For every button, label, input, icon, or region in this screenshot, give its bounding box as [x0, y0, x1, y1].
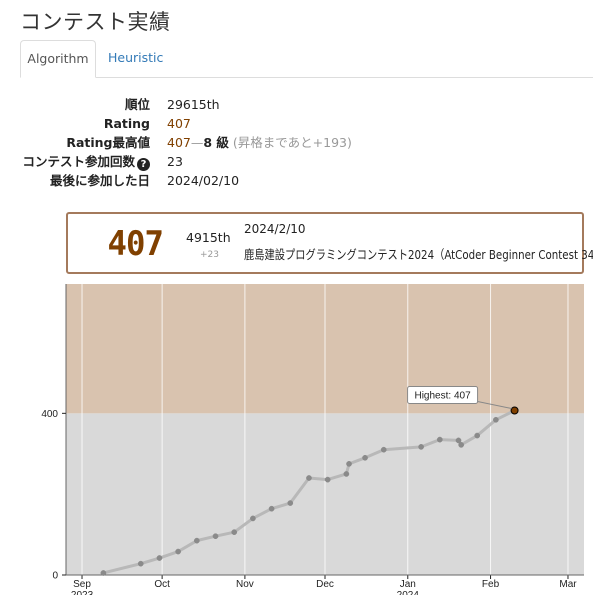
highest-annotation-box: [407, 386, 479, 405]
data-point[interactable]: [268, 505, 275, 512]
rank-value: 29615th: [167, 97, 220, 112]
contest-count-row: コンテスト参加回数? 23: [0, 152, 593, 171]
data-point[interactable]: [193, 537, 200, 544]
data-point[interactable]: [306, 475, 312, 481]
x-tick-label: Feb: [482, 579, 500, 590]
question-circle-icon[interactable]: ?: [137, 158, 150, 171]
kyu-badge: 8 級: [203, 135, 229, 150]
x-tick-label: Jan: [400, 579, 416, 590]
data-point[interactable]: [287, 500, 294, 506]
rank-label: 順位: [124, 97, 150, 112]
data-point[interactable]: [380, 446, 387, 453]
last-participation-row: 最後に参加した日 2024/02/10: [0, 171, 593, 190]
highest-rating-row: Rating最高値 407—8 級 (昇格まであと+193): [0, 133, 593, 152]
data-point[interactable]: [362, 454, 368, 461]
rating-row: Rating 407: [0, 114, 593, 133]
rating-diff: +23: [200, 250, 219, 260]
data-point[interactable]: [510, 406, 519, 415]
contest-date: 2024/2/10: [244, 222, 306, 236]
rating-chart: 0 400 Sep2023 Oct Nov Dec Jan2024 Feb Mar Highe…: [41, 284, 584, 595]
data-point[interactable]: [418, 444, 424, 450]
highest-rating-label: Rating最高値: [66, 135, 150, 150]
data-point[interactable]: [455, 437, 462, 444]
contest-place: 4915th: [186, 230, 231, 245]
rank-row: 順位 29615th: [0, 95, 593, 114]
tab-algorithm[interactable]: Algorithm: [20, 40, 96, 78]
data-point[interactable]: [324, 476, 331, 483]
x-tick-label: Sep: [73, 579, 91, 590]
tab-bar: Algorithm Heuristic: [20, 40, 593, 78]
highest-dash: —: [190, 135, 204, 150]
highest-rating-value: 407: [167, 135, 191, 150]
data-point[interactable]: [175, 548, 181, 555]
x-tick-year: 2024: [397, 590, 420, 595]
highest-annotation-text: Highest: 407: [414, 391, 471, 402]
data-point[interactable]: [137, 560, 144, 567]
last-participation-label: 最後に参加した日: [49, 173, 150, 188]
data-point[interactable]: [436, 436, 443, 443]
x-tick-year: 2023: [71, 590, 94, 595]
rating-value: 407: [167, 116, 191, 131]
contest-summary-box: 407 4915th +23 2024/2/10 鹿島建設プログラミングコンテス…: [66, 212, 593, 274]
x-tick-label: Nov: [236, 579, 254, 590]
data-point[interactable]: [458, 442, 465, 448]
promotion-note: (昇格まであと+193): [232, 135, 352, 150]
y-tick-label: 0: [52, 571, 58, 582]
data-point[interactable]: [156, 555, 163, 561]
contest-count-value: 23: [167, 154, 183, 169]
data-point[interactable]: [100, 570, 107, 576]
page-title: コンテスト実績: [20, 10, 171, 34]
last-participation-value: 2024/02/10: [167, 173, 240, 188]
contest-count-label: コンテスト参加回数: [22, 154, 135, 169]
rating-label: Rating: [103, 116, 150, 131]
data-point[interactable]: [343, 471, 350, 477]
x-tick-label: Dec: [316, 579, 334, 590]
highest-rating-value-group: 407—8 級 (昇格まであと+193): [167, 133, 352, 152]
data-point[interactable]: [493, 416, 499, 423]
contest-count-label-group: コンテスト参加回数?: [22, 152, 150, 171]
contest-rating: 407: [107, 224, 163, 264]
x-tick-label: Oct: [154, 579, 170, 590]
data-point[interactable]: [231, 529, 238, 536]
tab-heuristic[interactable]: Heuristic: [108, 50, 164, 65]
y-tick-label: 400: [41, 409, 58, 420]
data-point[interactable]: [250, 515, 256, 522]
data-point[interactable]: [474, 432, 481, 439]
data-point[interactable]: [212, 533, 219, 540]
data-point[interactable]: [346, 461, 352, 467]
highest-annotation-pointer: [477, 401, 512, 409]
contest-name[interactable]: 鹿島建設プログラミングコンテスト2024（AtCoder Beginner Co…: [244, 247, 593, 262]
x-tick-label: Mar: [559, 579, 577, 590]
